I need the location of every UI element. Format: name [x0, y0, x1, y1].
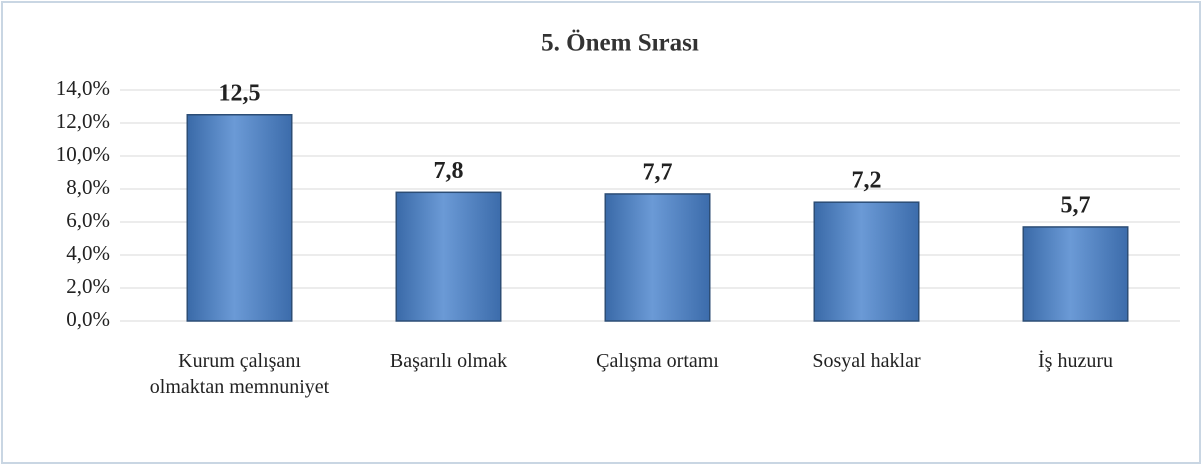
data-label: 12,5: [219, 80, 261, 106]
y-tick-label: 8,0%: [66, 175, 110, 199]
data-label: 7,8: [434, 158, 464, 184]
bar: [186, 114, 293, 322]
data-label: 7,2: [852, 168, 882, 194]
y-tick-label: 10,0%: [56, 142, 110, 166]
chart-title: 5. Önem Sırası: [541, 30, 699, 57]
y-tick-label: 4,0%: [66, 241, 110, 265]
x-tick-label: Çalışma ortamı: [596, 350, 719, 372]
bar: [1022, 226, 1129, 322]
x-tick-label: İş huzuru: [1038, 350, 1113, 372]
data-label: 5,7: [1061, 192, 1091, 218]
y-tick-label: 2,0%: [66, 274, 110, 298]
x-tick-label: Kurum çalışanı olmaktan memnuniyet: [149, 350, 330, 398]
y-tick-label: 0,0%: [66, 307, 110, 331]
bar: [395, 191, 502, 322]
y-tick-label: 14,0%: [56, 76, 110, 100]
x-tick-label: Başarılı olmak: [389, 350, 508, 372]
y-tick-label: 12,0%: [56, 109, 110, 133]
y-tick-label: 6,0%: [66, 208, 110, 232]
bar: [813, 201, 920, 322]
data-label: 7,7: [643, 159, 673, 185]
x-tick-label: Sosyal haklar: [812, 350, 921, 372]
bar: [604, 193, 711, 322]
